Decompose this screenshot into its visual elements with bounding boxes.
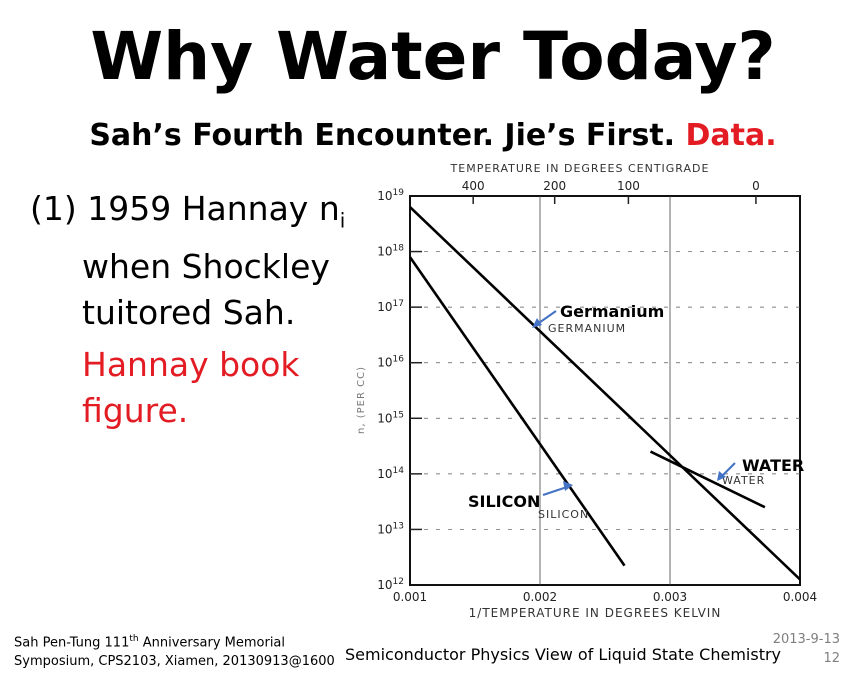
top-tick-label: 400 — [462, 179, 485, 193]
water-scan-label: WATER — [722, 474, 765, 487]
hannay-chart: 1012 1013 1014 1015 1016 1017 1018 1019 0.001 0.… — [356, 162, 817, 620]
series-line-silicon — [408, 256, 626, 567]
bullet-1-subscript: i — [339, 208, 346, 233]
plot-frame — [409, 195, 801, 586]
y-tick-label: 1018 — [377, 244, 404, 259]
germanium-arrow — [532, 310, 557, 328]
germanium-scan-label: GERMANIUM — [548, 322, 626, 335]
subtitle-red-text: Data. — [685, 118, 777, 153]
x-tick-label: 0.003 — [653, 590, 687, 604]
germanium-annotation: Germanium — [560, 302, 664, 321]
footer-right: 2013-9-13 12 — [773, 630, 840, 668]
y-tick-label: 1016 — [377, 355, 404, 370]
footer-left-line-2: Symposium, CPS2103, Xiamen, 20130913@160… — [14, 654, 335, 670]
silicon-scan-label: SILICON — [538, 508, 589, 521]
bullet-list: (1) 1959 Hannay ni when Shockley tuitore… — [30, 186, 360, 434]
y-tick-label: 1012 — [377, 577, 404, 592]
y-tick-label: 1015 — [377, 410, 404, 425]
footer-date: 2013-9-13 — [772, 632, 840, 647]
subtitle-black-text: Sah’s Fourth Encounter. Jie’s First. — [89, 118, 676, 153]
x-axis-label: 1/TEMPERATURE IN DEGREES KELVIN — [469, 606, 722, 620]
bullet-1-line-2: when Shockley — [82, 246, 330, 286]
y-tick-label: 1019 — [377, 188, 404, 203]
y-tick-label: 1014 — [377, 466, 404, 481]
water-arrow — [717, 462, 736, 481]
footer-center: Semiconductor Physics View of Liquid Sta… — [345, 645, 782, 664]
top-tick-label: 0 — [752, 179, 760, 193]
y-tick-label: 1013 — [377, 521, 404, 536]
top-tick-label: 100 — [617, 179, 640, 193]
water-annotation: WATER — [742, 456, 804, 475]
x-tick-label: 0.001 — [393, 590, 427, 604]
y-axis-label: n, (PER CC) — [356, 366, 367, 434]
slide-subtitle: Sah’s Fourth Encounter. Jie’s First. Dat… — [0, 118, 866, 153]
slide-number: 12 — [823, 651, 840, 666]
x-tick-label: 0.004 — [783, 590, 817, 604]
bullet-1-text: (1) 1959 Hannay n — [30, 189, 340, 228]
footer-left-line-1: Sah Pen-Tung 111th Anniversary Memorial — [14, 634, 286, 651]
bullet-1-line-3: tuitored Sah. — [82, 292, 296, 332]
bullet-1-line-1: (1) 1959 Hannay ni — [30, 186, 360, 244]
y-tick-label: 1017 — [377, 299, 404, 314]
bullet-2-line-1: Hannay book — [82, 344, 300, 384]
series-line-water — [649, 450, 766, 509]
slide-title: Why Water Today? — [90, 18, 776, 95]
silicon-annotation: SILICON — [468, 492, 540, 511]
top-tick-label: 200 — [543, 179, 566, 193]
top-axis-label: TEMPERATURE IN DEGREES CENTIGRADE — [450, 162, 710, 175]
footer-left: Sah Pen-Tung 111th Anniversary Memorial … — [14, 630, 335, 671]
series-line-germanium — [409, 206, 801, 581]
x-tick-label: 0.002 — [523, 590, 557, 604]
silicon-arrow — [542, 481, 573, 496]
bullet-2-line-2: figure. — [82, 390, 189, 430]
